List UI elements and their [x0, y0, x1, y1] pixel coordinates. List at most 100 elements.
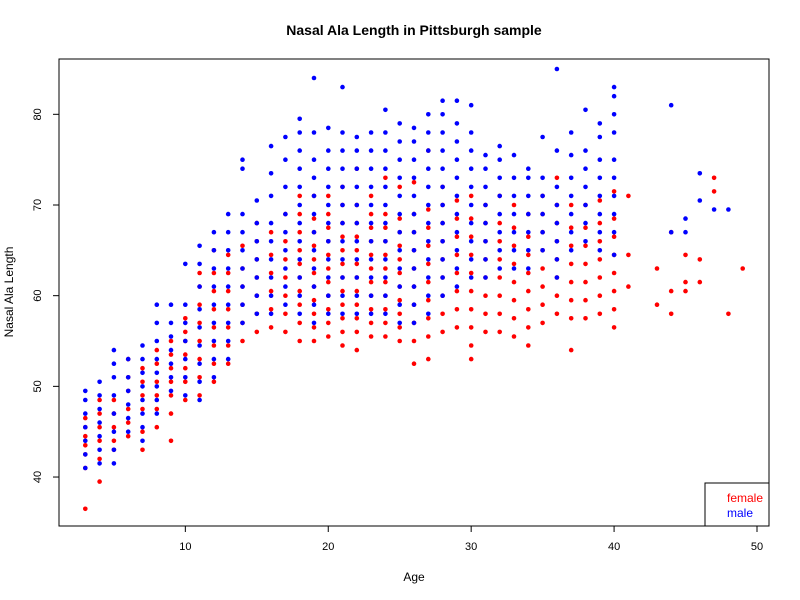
data-point-female — [397, 184, 403, 190]
data-point-male — [368, 293, 374, 299]
data-point-male — [483, 275, 488, 280]
data-point-female — [225, 252, 231, 258]
data-point-female — [97, 438, 102, 444]
data-point-female — [326, 252, 331, 258]
data-point-female — [326, 225, 331, 230]
data-point-male — [411, 157, 417, 162]
data-point-male — [225, 302, 231, 308]
data-point-male — [283, 157, 288, 162]
data-point-male — [368, 184, 374, 190]
data-point-male — [326, 148, 331, 153]
data-point-female — [611, 189, 617, 194]
data-point-female — [583, 243, 588, 249]
data-point-male — [468, 184, 474, 190]
data-point-male — [225, 356, 231, 362]
data-point-male — [411, 125, 417, 131]
data-point-male — [597, 157, 603, 162]
data-point-male — [383, 148, 388, 153]
data-point-male — [283, 284, 288, 289]
data-point-male — [240, 229, 245, 235]
data-point-male — [368, 130, 374, 135]
data-point-female — [397, 338, 403, 344]
data-point-female — [140, 365, 145, 371]
data-point-male — [311, 284, 317, 289]
data-point-male — [526, 175, 531, 181]
data-point-female — [711, 175, 717, 181]
data-point-female — [197, 393, 202, 398]
data-point-female — [426, 356, 431, 362]
data-point-male — [268, 257, 274, 262]
data-point-male — [354, 311, 360, 317]
data-point-female — [283, 275, 288, 280]
data-point-male — [511, 152, 517, 158]
data-point-female — [383, 175, 388, 181]
data-point-female — [197, 320, 202, 326]
data-point-male — [283, 229, 288, 235]
y-tick-label: 80 — [32, 108, 44, 120]
data-point-male — [240, 248, 245, 253]
data-point-female — [168, 379, 174, 385]
data-point-male — [183, 375, 188, 380]
x-tick-label: 30 — [465, 541, 477, 553]
data-point-male — [197, 397, 202, 403]
data-point-male — [397, 175, 403, 181]
data-point-female — [397, 311, 403, 317]
data-point-male — [397, 193, 403, 199]
data-point-female — [168, 438, 174, 444]
data-point-female — [583, 225, 588, 230]
data-point-female — [583, 316, 588, 321]
data-point-female — [211, 288, 217, 294]
data-points — [83, 66, 745, 512]
data-point-male — [326, 239, 331, 244]
data-point-male — [354, 220, 360, 226]
data-point-male — [368, 202, 374, 208]
data-point-male — [183, 393, 188, 398]
data-point-male — [383, 257, 388, 262]
data-point-male — [154, 411, 160, 416]
data-point-male — [154, 370, 160, 376]
data-point-female — [426, 243, 431, 249]
data-point-male — [111, 447, 117, 453]
data-point-female — [125, 420, 131, 425]
x-axis: 10 20 30 40 50 — [179, 525, 763, 553]
data-point-female — [426, 225, 431, 230]
data-point-male — [683, 229, 688, 235]
data-point-male — [426, 130, 431, 135]
data-point-female — [626, 193, 631, 199]
data-point-male — [540, 248, 545, 253]
data-point-male — [111, 375, 117, 380]
data-point-male — [368, 275, 374, 280]
data-point-male — [368, 220, 374, 226]
data-point-male — [97, 406, 102, 412]
data-point-female — [426, 297, 431, 303]
legend-label-female: female — [727, 491, 763, 505]
data-point-male — [340, 202, 345, 208]
data-point-female — [697, 279, 703, 285]
data-point-female — [568, 316, 574, 321]
data-point-female — [597, 198, 603, 203]
data-point-female — [183, 329, 188, 335]
data-point-male — [597, 175, 603, 181]
data-point-male — [297, 311, 303, 317]
y-tick-label: 40 — [32, 471, 44, 483]
data-point-male — [526, 229, 531, 235]
data-point-female — [225, 288, 231, 294]
data-point-female — [654, 302, 660, 308]
data-point-male — [354, 202, 360, 208]
data-point-female — [497, 220, 503, 226]
data-point-female — [468, 288, 474, 294]
data-point-female — [468, 216, 474, 221]
data-point-male — [454, 284, 460, 289]
data-point-male — [497, 193, 503, 199]
data-point-male — [311, 229, 317, 235]
data-point-female — [683, 288, 688, 294]
data-point-male — [197, 361, 202, 367]
data-point-female — [383, 252, 388, 258]
data-point-male — [183, 261, 188, 267]
data-point-female — [311, 243, 317, 249]
data-point-female — [311, 257, 317, 262]
data-point-male — [411, 175, 417, 181]
data-point-male — [340, 220, 345, 226]
data-point-male — [440, 184, 445, 190]
data-point-female — [583, 261, 588, 267]
